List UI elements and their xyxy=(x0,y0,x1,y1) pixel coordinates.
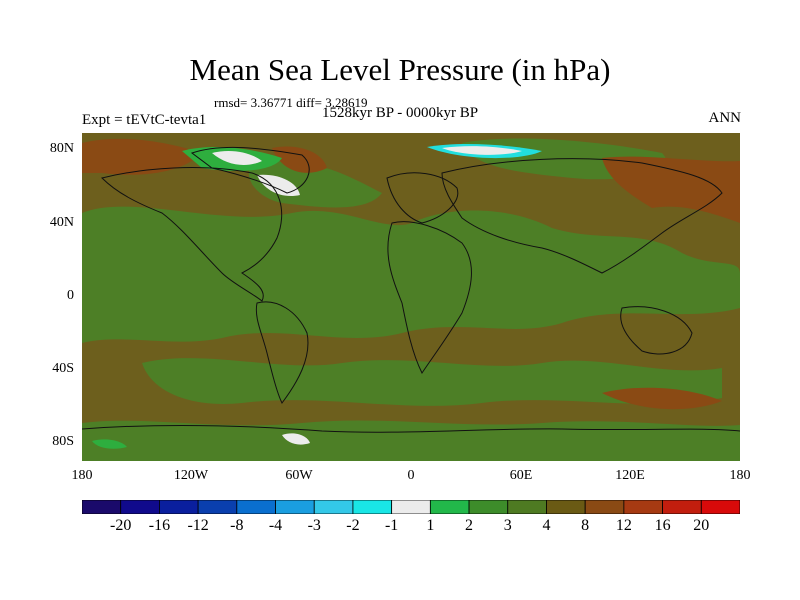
colorbar-label-5: -3 xyxy=(307,517,321,534)
colorbar-label-8: 1 xyxy=(426,517,435,534)
colorbar-swatch-12 xyxy=(546,500,586,514)
colorbar-swatch-13 xyxy=(584,500,625,514)
high-anomaly-fields xyxy=(82,138,740,410)
colorbar-swatch-16 xyxy=(700,500,740,514)
colorbar-swatch-0 xyxy=(82,500,122,514)
season-label: ANN xyxy=(708,110,742,126)
colorbar-swatch-1 xyxy=(120,500,160,514)
colorbar-label-3: -8 xyxy=(230,517,244,534)
lon-label-60e: 60E xyxy=(509,468,533,483)
lon-label-60w: 60W xyxy=(285,468,313,483)
colorbar-swatch-7 xyxy=(352,500,393,514)
colorbar-label-0: -20 xyxy=(110,517,132,534)
colorbar-label-13: 12 xyxy=(615,517,632,534)
period-text: 1528kyr BP - 0000kyr BP xyxy=(322,105,479,121)
difference-fields xyxy=(82,138,740,461)
colorbar-swatch-3 xyxy=(197,500,238,514)
stats-text: rmsd= 3.36771 diff= 3.28619 xyxy=(214,95,368,110)
colorbar-label-6: -2 xyxy=(346,517,360,534)
colorbar-label-4: -4 xyxy=(268,517,283,534)
colorbar-label-12: 8 xyxy=(581,517,590,534)
colorbar-label-11: 4 xyxy=(542,517,551,534)
colorbar-label-14: 16 xyxy=(654,517,671,534)
colorbar-swatch-11 xyxy=(507,500,547,514)
polar-anomaly-highlights xyxy=(92,144,542,449)
lat-label-40s: 40S xyxy=(52,361,74,376)
lon-label-120w: 120W xyxy=(173,468,209,483)
coastline-outlines xyxy=(82,146,740,433)
colorbar-swatch-4 xyxy=(236,500,276,514)
colorbar-label-7: -1 xyxy=(384,517,399,534)
colorbar xyxy=(82,500,740,514)
map-title: Mean Sea Level Pressure (in hPa) xyxy=(189,52,611,87)
colorbar-label-1: -16 xyxy=(148,517,171,534)
colorbar-swatch-2 xyxy=(159,500,199,514)
lat-label-80s: 80S xyxy=(52,434,74,449)
lon-label-180w: 180 xyxy=(71,468,93,483)
pressure-map xyxy=(82,133,740,461)
experiment-label: Expt = tEVtC-tevta1 xyxy=(82,112,207,128)
lat-label-0: 0 xyxy=(67,288,74,303)
colorbar-label-9: 2 xyxy=(465,517,474,534)
colorbar-label-10: 3 xyxy=(503,517,512,534)
lon-label-0: 0 xyxy=(407,468,415,483)
colorbar-swatch-8 xyxy=(391,500,431,514)
colorbar-swatch-14 xyxy=(623,500,663,514)
colorbar-swatch-9 xyxy=(429,500,470,514)
lon-label-120e: 120E xyxy=(615,468,645,483)
colorbar-swatch-6 xyxy=(313,500,354,514)
colorbar-label-2: -12 xyxy=(187,517,209,534)
colorbar-label-15: 20 xyxy=(693,517,710,534)
lon-label-180e: 180 xyxy=(729,468,751,483)
colorbar-swatch-10 xyxy=(468,500,509,514)
lat-label-40n: 40N xyxy=(49,215,74,230)
lat-label-80n: 80N xyxy=(49,141,74,156)
colorbar-swatch-5 xyxy=(275,500,315,514)
colorbar-swatch-15 xyxy=(662,500,702,514)
